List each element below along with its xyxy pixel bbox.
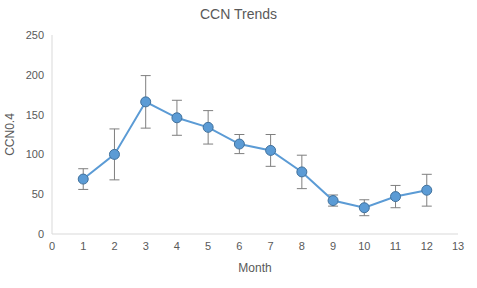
svg-text:7: 7 (268, 240, 274, 252)
svg-text:13: 13 (452, 240, 464, 252)
html-text:CCN Trends: CCN Trends (200, 6, 277, 22)
svg-text:10: 10 (358, 240, 370, 252)
svg-text:0: 0 (49, 240, 55, 252)
svg-text:0: 0 (38, 228, 44, 240)
svg-text:CCN0.4: CCN0.4 (8, 113, 17, 156)
svg-text:50: 50 (32, 188, 44, 200)
svg-text:3: 3 (143, 240, 149, 252)
svg-text:100: 100 (26, 148, 44, 160)
svg-text:12: 12 (421, 240, 433, 252)
svg-text:5: 5 (205, 240, 211, 252)
svg-text:250: 250 (26, 29, 44, 41)
svg-text:11: 11 (390, 240, 401, 252)
svg-text:150: 150 (26, 109, 44, 121)
svg-text:4: 4 (174, 240, 180, 252)
svg-text:2: 2 (111, 240, 117, 252)
svg-text:9: 9 (330, 240, 336, 252)
svg-text:6: 6 (236, 240, 242, 252)
svg-text:1: 1 (80, 240, 86, 252)
svg-text:Month: Month (238, 261, 271, 275)
svg-text:8: 8 (299, 240, 305, 252)
svg-text:200: 200 (26, 69, 44, 81)
